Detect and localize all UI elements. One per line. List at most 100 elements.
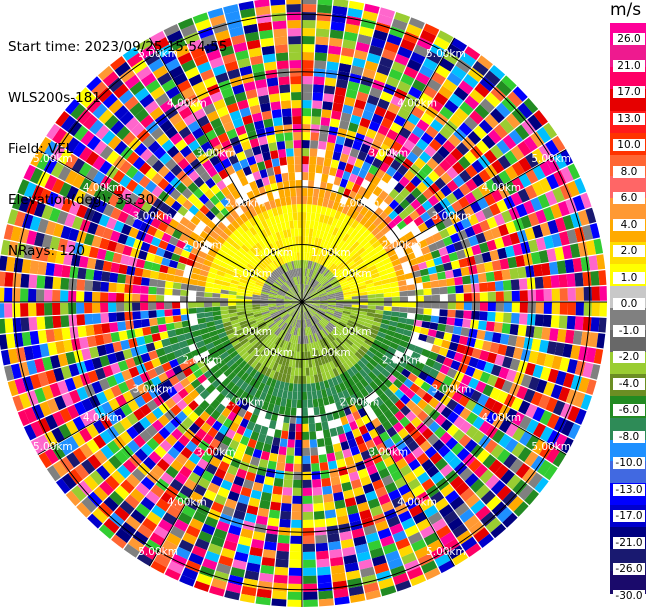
range-gate <box>265 341 273 349</box>
range-gate <box>302 383 307 392</box>
range-gate <box>288 358 293 368</box>
range-gate <box>93 324 103 335</box>
range-gate <box>398 209 409 220</box>
range-gate <box>340 440 350 451</box>
range-gate <box>65 436 79 452</box>
range-gate <box>334 86 347 97</box>
range-gate <box>453 86 469 101</box>
range-gate <box>438 279 448 287</box>
range-gate <box>481 340 492 352</box>
range-gate <box>208 585 225 598</box>
range-gate <box>241 453 252 464</box>
range-gate <box>226 182 237 193</box>
range-gate <box>106 375 118 388</box>
range-gate <box>327 134 337 144</box>
range-gate <box>550 315 560 328</box>
range-gate <box>173 246 183 256</box>
range-gate <box>305 367 310 376</box>
range-gate <box>212 257 222 266</box>
range-gate <box>361 253 371 262</box>
range-gate <box>349 333 358 341</box>
range-gate <box>439 106 454 120</box>
range-gate <box>317 574 332 584</box>
range-gate <box>275 363 282 373</box>
range-gate <box>244 310 254 315</box>
range-gate <box>96 344 107 357</box>
range-gate <box>34 232 45 247</box>
range-gate <box>133 434 146 448</box>
range-gate <box>373 257 382 265</box>
range-gate <box>503 302 512 313</box>
range-gate <box>291 277 296 286</box>
range-gate <box>192 11 209 24</box>
range-gate <box>491 401 504 415</box>
range-gate <box>330 564 345 575</box>
range-gate <box>228 286 238 292</box>
range-gate <box>547 368 559 384</box>
range-gate <box>140 545 157 561</box>
range-gate <box>207 427 219 438</box>
range-gate <box>305 228 310 237</box>
range-gate <box>312 92 324 101</box>
range-gate <box>176 334 186 343</box>
range-gate <box>399 198 411 210</box>
range-gate <box>68 201 81 216</box>
range-gate <box>192 329 202 338</box>
range-gate <box>110 120 125 135</box>
range-gate <box>114 350 126 362</box>
range-gate <box>297 276 300 285</box>
range-gate <box>416 398 428 410</box>
range-gate <box>375 261 385 269</box>
range-gate <box>442 236 453 247</box>
range-gate <box>265 255 273 264</box>
range-gate <box>285 293 294 298</box>
range-gate <box>215 393 226 403</box>
range-gate <box>319 125 330 134</box>
range-gate <box>244 296 253 300</box>
range-gate <box>309 431 317 440</box>
range-gate <box>423 288 432 296</box>
range-gate <box>291 519 302 528</box>
range-gate <box>44 303 53 316</box>
range-gate <box>313 510 325 520</box>
range-gate <box>246 505 259 516</box>
range-gate <box>343 308 352 313</box>
range-gate <box>328 333 336 341</box>
range-gate <box>184 152 197 164</box>
range-gate <box>321 388 328 398</box>
range-gate <box>545 139 560 156</box>
range-gate <box>143 260 154 270</box>
range-gate <box>36 275 46 289</box>
range-gate <box>260 305 269 309</box>
range-gate <box>260 347 268 356</box>
range-gate <box>280 503 292 512</box>
range-gate <box>542 275 552 289</box>
range-gate <box>314 246 320 255</box>
range-gate <box>213 125 226 137</box>
range-gate <box>476 329 486 340</box>
range-gate <box>420 132 434 145</box>
range-gate <box>463 293 472 302</box>
range-gate <box>237 99 249 110</box>
range-gate <box>96 465 111 480</box>
range-gate <box>303 303 310 309</box>
range-gate <box>244 266 254 273</box>
range-gate <box>282 422 290 432</box>
range-gate <box>483 193 496 206</box>
range-gate <box>262 314 271 320</box>
range-gate <box>255 353 264 362</box>
range-gate <box>460 327 470 337</box>
range-gate <box>314 282 321 290</box>
range-gate <box>305 284 309 293</box>
range-gate <box>530 455 546 472</box>
range-gate <box>315 36 329 46</box>
range-gate <box>383 306 392 311</box>
range-gate <box>398 483 411 496</box>
range-gate <box>348 585 364 597</box>
range-gate <box>202 558 218 571</box>
range-gate <box>41 204 54 220</box>
range-gate <box>94 224 106 238</box>
range-gate <box>310 253 315 262</box>
range-gate <box>359 250 369 259</box>
range-gate <box>78 146 93 162</box>
